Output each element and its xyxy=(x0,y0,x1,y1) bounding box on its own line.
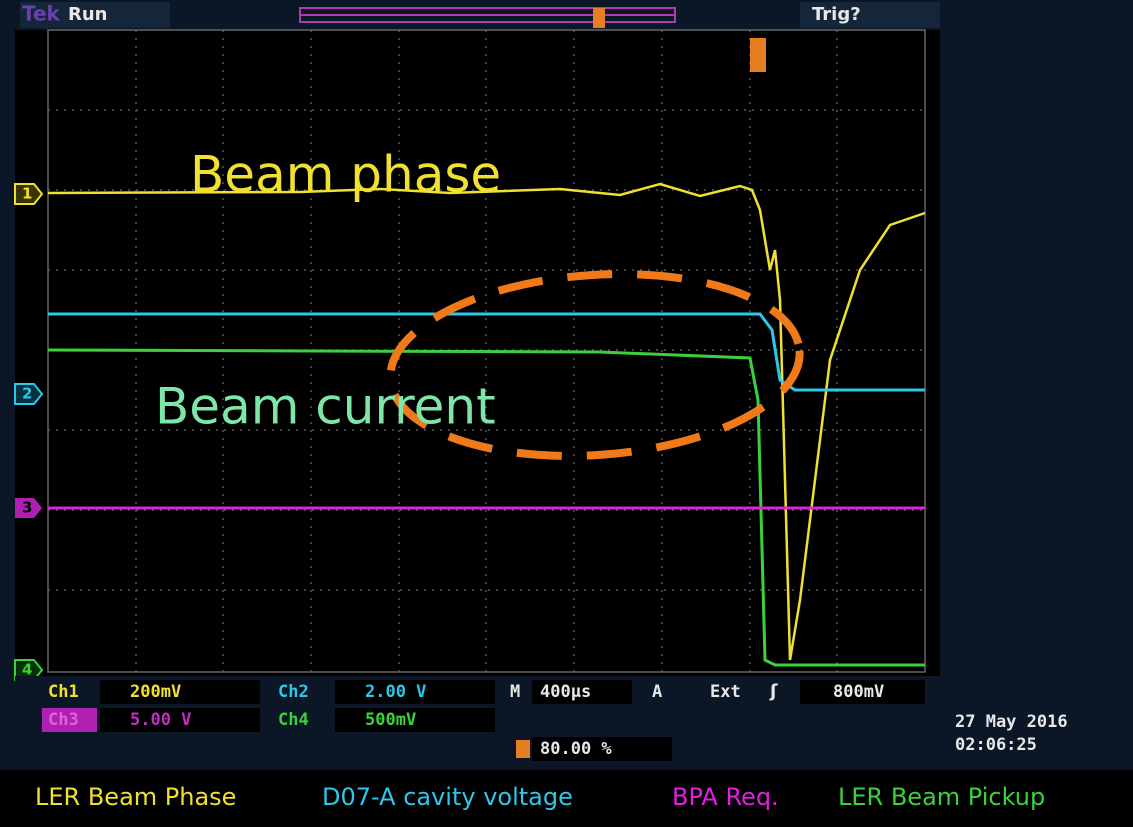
ch1-scale: 200mV xyxy=(130,682,181,702)
run-box xyxy=(20,2,170,28)
ch3-marker xyxy=(15,498,42,518)
ch3-scale: 5.00 V xyxy=(130,710,191,730)
position: 80.00 % xyxy=(540,739,612,759)
trig-mode: A xyxy=(652,682,662,702)
annotation-current: Beam current xyxy=(155,378,496,436)
legend-bar xyxy=(0,770,1133,827)
trace-ch2 xyxy=(48,312,925,392)
trigger-pos-marker xyxy=(593,8,605,28)
ch4-label: Ch4 xyxy=(278,710,309,730)
trace-ch1 xyxy=(47,182,926,661)
time-scale: 400µs xyxy=(540,682,591,702)
trigger-marker xyxy=(750,38,766,72)
ch3-marker-label: 3 xyxy=(22,499,32,517)
ch2-label: Ch2 xyxy=(278,682,309,702)
legend-ch2: D07-A cavity voltage xyxy=(322,783,573,811)
trig-slope: ʃ xyxy=(769,681,778,702)
legend-ch4: LER Beam Pickup xyxy=(838,783,1045,811)
ch2-scale: 2.00 V xyxy=(365,682,426,702)
trig-box xyxy=(800,2,940,28)
trig-state: Trig? xyxy=(812,4,861,25)
legend-ch3: BPA Req. xyxy=(672,783,779,811)
ch1-label: Ch1 xyxy=(48,682,79,702)
ch3-label: Ch3 xyxy=(48,710,79,730)
run-state: Run xyxy=(68,4,108,25)
trig-source: Ext xyxy=(710,682,741,702)
annotation-phase: Beam phase xyxy=(190,146,501,204)
ch2-marker xyxy=(14,383,44,405)
brand: Tek xyxy=(22,2,61,26)
trace-ch4 xyxy=(47,348,925,667)
status-row-1 xyxy=(42,680,925,761)
ch4-marker-label: 4 xyxy=(22,661,32,679)
legend-ch1: LER Beam Phase xyxy=(35,783,236,811)
ch4-scale: 500mV xyxy=(365,710,416,730)
ch2-marker-label: 2 xyxy=(22,385,32,403)
time: 02:06:25 xyxy=(955,735,1037,755)
trig-level: 800mV xyxy=(833,682,884,702)
date: 27 May 2016 xyxy=(955,712,1068,732)
ch1-marker xyxy=(14,183,44,205)
highlight-ellipse xyxy=(386,270,804,460)
ch1-marker-label: 1 xyxy=(22,185,32,203)
time-label: M xyxy=(510,682,520,702)
